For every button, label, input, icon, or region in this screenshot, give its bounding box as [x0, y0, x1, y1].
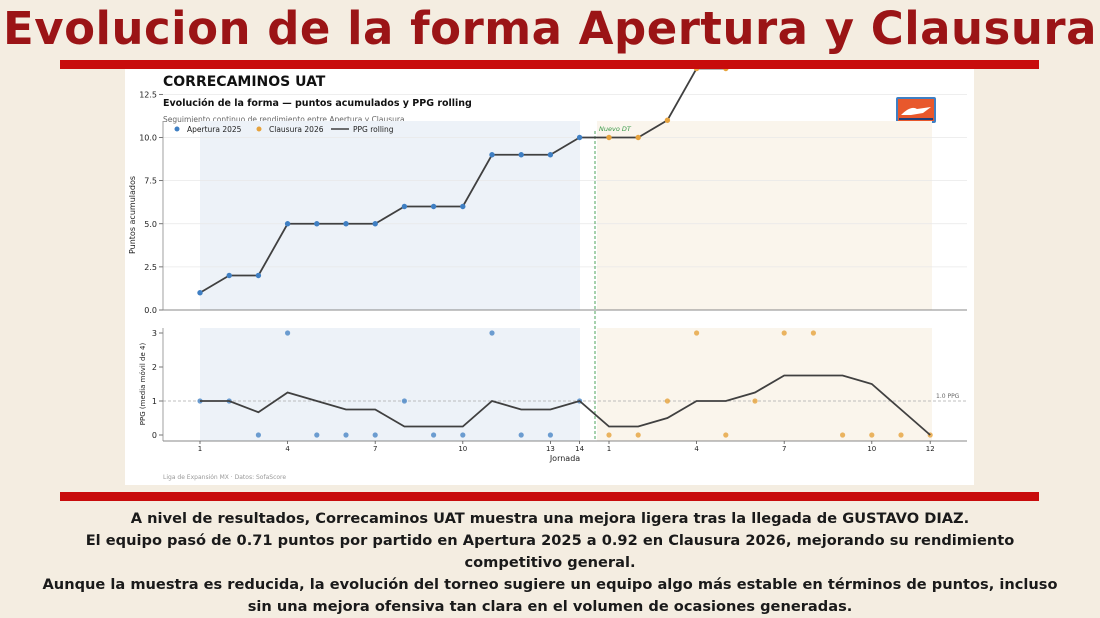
legend-apertura-marker: [174, 126, 180, 132]
apertura-match-point: [431, 432, 437, 438]
dt-change-label: Nuevo DT: [599, 125, 632, 133]
apertura-cumulative-point: [547, 152, 554, 158]
clausura-match-point: [694, 330, 700, 336]
clausura-cumulative-point: [664, 117, 671, 123]
bottom-ytick-label: 2: [152, 363, 157, 372]
apertura-cumulative-point: [460, 203, 466, 210]
bottom-ytick-label: 3: [152, 329, 157, 338]
clausura-match-point: [635, 432, 641, 438]
apertura-cumulative-point: [284, 221, 291, 227]
caption-line-1: A nivel de resultados, Correcaminos UAT …: [130, 510, 970, 527]
chart-subtitle: Evolución de la forma — puntos acumulado…: [163, 98, 472, 109]
apertura-cumulative-point: [518, 152, 524, 158]
bottom-xtick-label: 14: [575, 445, 584, 453]
top-ytick-label: 7.5: [144, 177, 157, 186]
legend-apertura-label: Apertura 2025: [187, 125, 242, 134]
apertura-match-point: [518, 432, 524, 438]
clausura-match-point: [869, 432, 875, 438]
apertura-band-bottom: [200, 328, 580, 441]
top-ytick-label: 0.0: [144, 306, 157, 315]
clausura-match-point: [606, 432, 612, 438]
clausura-cumulative-point: [606, 134, 612, 141]
apertura-cumulative-point: [489, 152, 495, 158]
bottom-xtick-label: 7: [782, 445, 786, 453]
clausura-match-point: [781, 330, 787, 336]
apertura-cumulative-point: [226, 272, 232, 279]
clausura-match-point: [898, 432, 904, 438]
apertura-match-point: [255, 432, 261, 438]
apertura-match-point: [489, 330, 495, 336]
apertura-cumulative-point: [314, 221, 320, 227]
bottom-xtick-label: 4: [285, 445, 290, 453]
bottom-xtick-label: 4: [694, 445, 699, 453]
legend-ppg-label: PPG rolling: [353, 125, 394, 134]
clausura-match-point: [810, 330, 817, 336]
caption: A nivel de resultados, Correcaminos UAT …: [40, 508, 1060, 618]
clausura-band: [597, 121, 932, 310]
chart-note: Seguimiento continuo de rendimiento entr…: [163, 115, 405, 124]
chart-card: CORRECAMINOS UAT Evolución de la forma — …: [125, 69, 974, 485]
clausura-cumulative-point: [723, 69, 729, 72]
clausura-match-point: [840, 432, 846, 438]
legend-clausura-label: Clausura 2026: [269, 125, 324, 134]
apertura-cumulative-point: [372, 221, 378, 227]
caption-line-3: Aunque la muestra es reducida, la evoluc…: [42, 576, 1058, 615]
top-ylabel: Puntos acumulados: [128, 176, 137, 254]
bottom-xtick-label: 13: [546, 445, 555, 453]
bottom-ylabel: PPG (media móvil de 4): [139, 343, 147, 426]
clausura-match-point: [723, 432, 729, 438]
top-ytick-label: 12.5: [139, 90, 157, 99]
apertura-cumulative-point: [430, 203, 437, 210]
bottom-xtick-label: 7: [373, 445, 377, 453]
top-divider: [60, 60, 1039, 69]
bottom-ytick-label: 1: [152, 397, 157, 406]
apertura-match-point: [547, 432, 553, 438]
reference-label: 1.0 PPG: [936, 393, 960, 400]
top-ytick-label: 2.5: [144, 263, 157, 272]
caption-line-2: El equipo pasó de 0.71 puntos por partid…: [85, 532, 1015, 571]
apertura-match-point: [314, 432, 320, 438]
clausura-cumulative-point: [693, 69, 700, 72]
top-ytick-label: 10.0: [139, 134, 157, 143]
cumulative-points-line: [199, 69, 727, 294]
apertura-cumulative-point: [343, 221, 349, 227]
apertura-match-point: [401, 398, 407, 404]
apertura-match-point: [343, 432, 349, 438]
apertura-cumulative-point: [401, 203, 408, 210]
apertura-match-point: [372, 432, 378, 438]
bottom-xtick-label: 1: [198, 445, 202, 453]
chart-canvas: CORRECAMINOS UAT Evolución de la forma — …: [128, 69, 967, 481]
clausura-match-point: [752, 398, 758, 404]
bottom-xlabel: Jornada: [549, 454, 580, 463]
clausura-match-point: [664, 398, 671, 404]
clausura-cumulative-point: [635, 134, 641, 141]
legend-clausura-marker: [256, 126, 262, 132]
bottom-ytick-label: 0: [152, 431, 157, 440]
apertura-cumulative-point: [576, 134, 583, 141]
apertura-cumulative-point: [197, 290, 203, 296]
bottom-xtick-label: 10: [458, 445, 467, 453]
bottom-divider: [60, 492, 1039, 501]
bottom-xtick-label: 12: [926, 445, 935, 453]
slide-title: Evolucion de la forma Apertura y Clausur…: [3, 2, 1097, 55]
bottom-xtick-label: 1: [607, 445, 611, 453]
apertura-match-point: [460, 432, 466, 438]
roadrunner-logo-icon: [901, 107, 931, 115]
apertura-match-point: [285, 330, 291, 336]
bottom-xtick-label: 10: [867, 445, 876, 453]
top-ytick-label: 5.0: [144, 220, 157, 229]
chart-title: CORRECAMINOS UAT: [163, 74, 326, 90]
ppg-rolling-line: [200, 374, 931, 436]
apertura-cumulative-point: [255, 272, 262, 279]
chart-source: Liga de Expansión MX · Datos: SofaScore: [163, 474, 286, 481]
